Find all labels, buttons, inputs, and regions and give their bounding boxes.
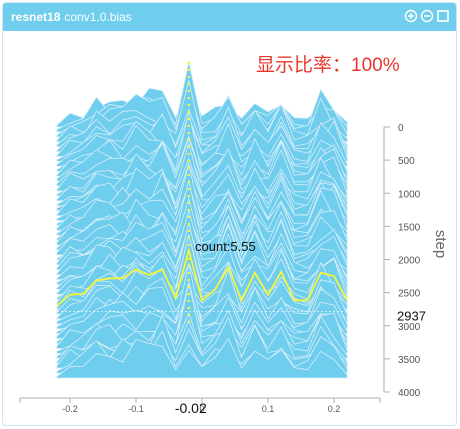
axes-layer: 0 500 1000 1500 2000 2500 3000 3500 4000 step -0.2… bbox=[19, 123, 449, 414]
step-tick-label: 4000 bbox=[398, 388, 421, 399]
step-tick-label: 3000 bbox=[398, 322, 421, 333]
run-name: resnet18 bbox=[11, 10, 61, 24]
highlight-step-label: 2937 bbox=[397, 308, 426, 323]
step-tick-label: 1000 bbox=[398, 189, 421, 200]
step-tick-label: 2500 bbox=[398, 289, 421, 300]
x-tick-label: -0.1 bbox=[128, 404, 144, 414]
ridge-layer bbox=[56, 61, 348, 379]
step-tick-label: 0 bbox=[398, 123, 404, 134]
step-tick-label: 500 bbox=[398, 156, 415, 167]
card-header: resnet18 conv1.0.bias bbox=[3, 3, 456, 31]
step-tick-label: 2000 bbox=[398, 256, 421, 267]
zoom-in-icon[interactable] bbox=[404, 9, 418, 23]
display-ratio-label: 显示比率：100% bbox=[256, 55, 400, 76]
x-tick-label: 0.2 bbox=[328, 404, 341, 414]
peak-count-label: count:5.55 bbox=[195, 239, 256, 254]
step-axis-title: step bbox=[432, 230, 449, 258]
zoom-out-icon[interactable] bbox=[420, 9, 434, 23]
tag-name: conv1.0.bias bbox=[64, 10, 132, 24]
highlight-x-label: -0.02 bbox=[175, 400, 207, 416]
fullscreen-icon[interactable] bbox=[436, 9, 450, 23]
highlight-step-line bbox=[56, 246, 348, 307]
x-tick-label: 0 bbox=[199, 404, 204, 414]
x-tick-label: -0.2 bbox=[62, 404, 78, 414]
header-tools bbox=[404, 9, 450, 23]
step-tick-label: 1500 bbox=[398, 222, 421, 233]
x-tick-label: 0.1 bbox=[262, 404, 275, 414]
ridge-area bbox=[56, 337, 348, 379]
step-tick-label: 3500 bbox=[398, 355, 421, 366]
overlay-layer: -0.02 2937 count:5.55 bbox=[37, 62, 426, 416]
